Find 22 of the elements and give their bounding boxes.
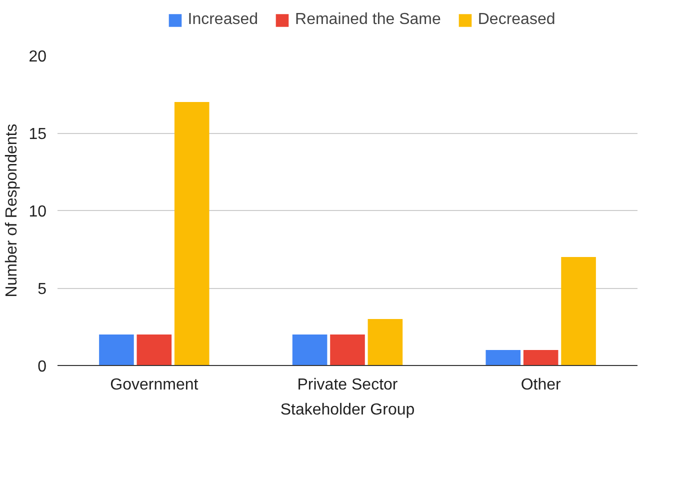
- bar: [174, 102, 210, 366]
- bar: [486, 350, 521, 366]
- x-axis-title: Stakeholder Group: [280, 402, 415, 418]
- y-tick-label: 0: [38, 358, 47, 376]
- y-tick-label: 20: [28, 48, 47, 66]
- x-tick-label: Private Sector: [297, 376, 398, 394]
- y-tick-label: 5: [38, 281, 47, 298]
- bar: [292, 334, 328, 366]
- legend-label: Remained the Same: [295, 11, 441, 29]
- bar: [136, 334, 172, 366]
- bar: [99, 334, 134, 366]
- bar: [523, 350, 558, 366]
- x-tick-label: Other: [520, 376, 562, 394]
- y-tick-label: 15: [28, 126, 47, 143]
- bar: [561, 257, 596, 366]
- y-tick-label: 10: [28, 204, 47, 220]
- bar: [330, 334, 365, 366]
- x-tick-label: Government: [110, 376, 199, 394]
- y-axis-title: Number of Respondents: [4, 124, 21, 298]
- legend-label: Decreased: [478, 11, 556, 29]
- bar: [368, 319, 403, 366]
- legend-label: Increased: [188, 11, 258, 29]
